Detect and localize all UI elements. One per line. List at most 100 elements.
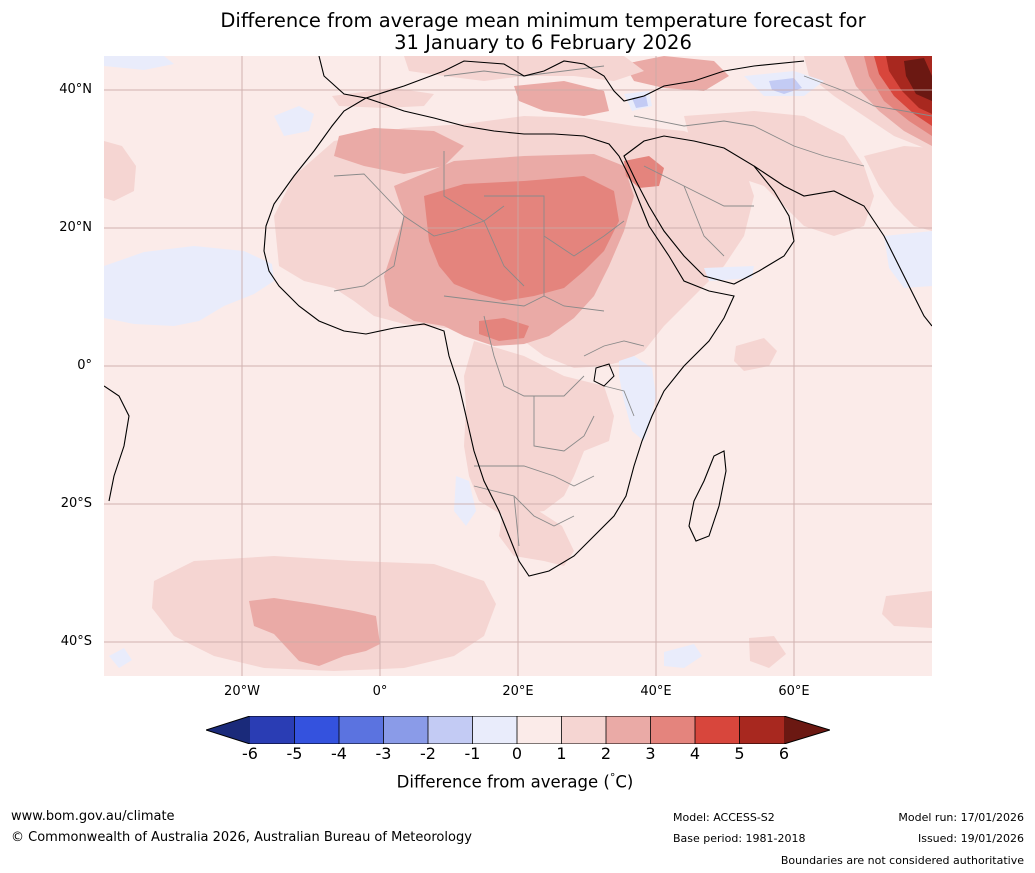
colorbar-tick-m1: -1 xyxy=(464,744,481,763)
anomaly-1to2-india xyxy=(864,146,932,231)
colorbar-m5-m4 xyxy=(294,716,339,744)
anomaly-1to2-south-africa xyxy=(499,506,574,566)
colorbar-dividers xyxy=(294,716,740,744)
lat-label-20s: 20°S xyxy=(60,496,92,511)
anomaly-1to2-central-africa xyxy=(464,341,614,516)
footer-base-period: Base period: 1981-2018 xyxy=(673,832,806,845)
colorbar-label-unit: C) xyxy=(615,772,634,792)
footer-issued: Issued: 19/01/2026 xyxy=(917,832,1024,845)
border-arabia-1 xyxy=(643,165,754,207)
colorbar-m3-m2 xyxy=(383,716,428,744)
border-east-1 xyxy=(583,340,645,357)
colorbar-tick-m4: -4 xyxy=(331,744,347,763)
border-sahara-3 xyxy=(443,151,525,287)
lon-label-60e: 60°E xyxy=(778,684,810,699)
colorbar-0-1 xyxy=(517,716,562,744)
border-south-2 xyxy=(473,485,575,527)
colorbar-above-max xyxy=(784,716,830,744)
lat-label-20n: 20°N xyxy=(59,220,92,235)
anomaly-1to2-east-atlantic xyxy=(104,141,136,201)
title-line-1: Difference from average mean minimum tem… xyxy=(220,9,866,32)
colorbar-tick-m3: -3 xyxy=(375,744,392,763)
colorbar xyxy=(206,716,830,744)
map-graphic xyxy=(104,56,932,676)
anomaly-1to2-europe xyxy=(404,56,644,81)
anomaly-1to2-west-sahara xyxy=(332,88,434,108)
lon-label-20e: 20°E xyxy=(502,684,534,699)
border-central-1 xyxy=(483,315,585,397)
colorbar-tick-m5: -5 xyxy=(286,744,303,763)
lake-victoria xyxy=(593,363,615,387)
footer-disclaimer: Boundaries are not considered authoritat… xyxy=(780,854,1024,867)
border-east-2 xyxy=(603,385,635,417)
forecast-map xyxy=(104,56,932,676)
anomaly-1to2-indian-south xyxy=(882,591,932,628)
anomaly-2to3-south-atlantic xyxy=(249,598,380,666)
border-south-3 xyxy=(513,495,520,547)
colorbar-tick-4: 4 xyxy=(689,744,701,763)
graticule xyxy=(104,56,932,676)
anomaly-m1to0-small-sw xyxy=(109,648,132,668)
border-sahara-2 xyxy=(333,215,405,292)
lon-label-0: 0° xyxy=(372,684,388,699)
colorbar-below-min xyxy=(206,716,250,744)
border-mideast-2 xyxy=(753,125,865,167)
anomaly-m1to0-west-top xyxy=(104,56,174,70)
anomaly-2to3-sahara xyxy=(334,128,464,174)
anomaly-1to2-arabia xyxy=(684,111,874,236)
anomaly-m1to0-iberia-sea xyxy=(274,106,314,136)
anomaly-3to4-chad-sudan xyxy=(424,176,619,301)
colorbar-5-6 xyxy=(739,716,784,744)
colorbar-tick-6: 6 xyxy=(778,744,790,763)
anomaly-1to2-indian-mid xyxy=(734,338,777,371)
colorbar-label-degree: ° xyxy=(609,771,616,784)
colorbar-tick-2: 2 xyxy=(600,744,612,763)
footer-model-run: Model run: 17/01/2026 xyxy=(898,811,1024,824)
border-central-2 xyxy=(533,396,595,452)
anomaly-2to3-med xyxy=(514,81,609,116)
title-line-2: 31 January to 6 February 2026 xyxy=(394,31,692,54)
map-title: Difference from average mean minimum tem… xyxy=(100,10,986,54)
coast-west-edge xyxy=(104,385,130,502)
border-mideast-1 xyxy=(633,115,755,127)
border-sahel-3 xyxy=(443,295,545,307)
anomaly-m1to0-mozambique-east xyxy=(664,644,702,668)
colorbar-m4-m3 xyxy=(339,716,384,744)
lat-label-40n: 40°N xyxy=(59,82,92,97)
coast-persia-india xyxy=(753,165,932,327)
footer-website: www.bom.gov.au/climate xyxy=(11,809,175,824)
anomaly-m1to0-atlantic xyxy=(104,246,274,326)
colorbar-tick-m6: -6 xyxy=(242,744,258,763)
lat-label-40s: 40°S xyxy=(60,634,92,649)
colorbar-3-4 xyxy=(650,716,695,744)
country-boundaries xyxy=(333,65,932,547)
colorbar-label-text: Difference from average ( xyxy=(396,772,610,792)
border-south-1 xyxy=(474,465,595,487)
colorbar-m6-m5 xyxy=(250,716,295,744)
anomaly-m1to0-namibia xyxy=(454,476,476,526)
coastlines xyxy=(104,56,932,577)
border-sahel-1 xyxy=(484,195,625,257)
anomaly-m2tom1-turkmen xyxy=(632,96,648,108)
anomaly-1to2-indian-small xyxy=(749,636,786,668)
lon-label-20w: 20°W xyxy=(224,684,260,699)
border-sahel-2 xyxy=(543,236,605,312)
colorbar-m1-0 xyxy=(472,716,517,744)
footer-copyright: © Commonwealth of Australia 2026, Austra… xyxy=(11,830,472,845)
coast-europe xyxy=(318,56,805,102)
anomaly-2to3-anatolia xyxy=(624,56,729,91)
border-asia-1 xyxy=(803,75,932,117)
lon-label-40e: 40°E xyxy=(640,684,672,699)
colorbar-1-2 xyxy=(561,716,606,744)
anomaly-m1to0-gulf xyxy=(704,266,754,281)
colorbar-4-5 xyxy=(695,716,740,744)
anomaly-3to4-car xyxy=(479,318,529,341)
coast-madagascar xyxy=(688,450,727,542)
colorbar-tick-3: 3 xyxy=(645,744,656,763)
lat-label-0: 0° xyxy=(77,358,92,373)
border-arabia-2 xyxy=(683,185,725,257)
colorbar-tick-m2: -2 xyxy=(420,744,436,763)
anomaly-3to4-middle-east xyxy=(624,156,664,188)
colorbar-2-3 xyxy=(606,716,651,744)
anomaly-m1to0-india-east xyxy=(884,231,932,288)
